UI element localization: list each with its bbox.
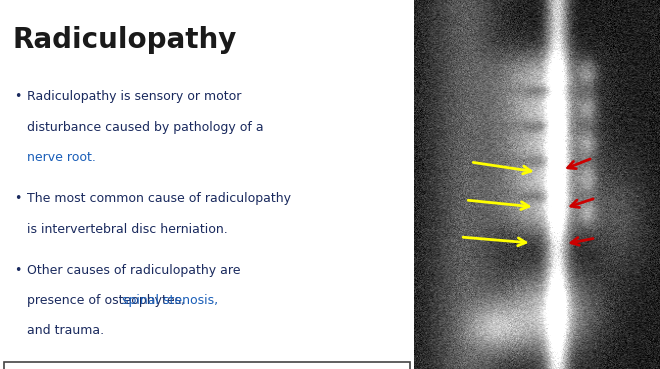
- Text: The most common cause of radiculopathy: The most common cause of radiculopathy: [27, 192, 291, 205]
- Text: is intervertebral disc herniation.: is intervertebral disc herniation.: [27, 223, 228, 235]
- Text: Radiculopathy is sensory or motor: Radiculopathy is sensory or motor: [27, 90, 242, 103]
- Text: nerve root.: nerve root.: [27, 151, 96, 164]
- Text: and trauma.: and trauma.: [27, 324, 104, 337]
- Text: Other causes of radiculopathy are: Other causes of radiculopathy are: [27, 264, 240, 277]
- Text: •: •: [15, 192, 22, 205]
- Text: presence of osteophytes,: presence of osteophytes,: [27, 294, 189, 307]
- Bar: [4, 362, 411, 369]
- Text: •: •: [15, 90, 22, 103]
- Text: •: •: [15, 264, 22, 277]
- Text: disturbance caused by pathology of a: disturbance caused by pathology of a: [27, 121, 263, 134]
- Text: Radiculopathy: Radiculopathy: [13, 26, 237, 54]
- Text: spinal stenosis,: spinal stenosis,: [122, 294, 218, 307]
